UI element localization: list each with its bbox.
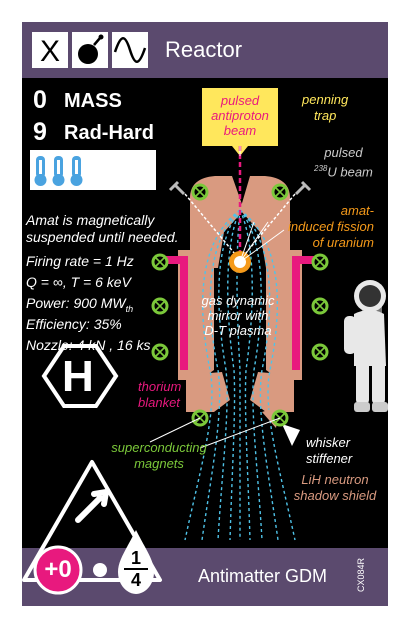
- antiproton-beam-label: pulsed antiproton beam: [211, 93, 269, 138]
- astronaut-figure: [344, 280, 388, 412]
- fraction-numerator: 1: [130, 548, 141, 568]
- spec-line-2: suspended until needed.: [26, 229, 179, 245]
- magnets-leader-1: [149, 417, 201, 443]
- bomb-spark: [98, 34, 104, 40]
- radhard-label: Rad-Hard: [64, 122, 155, 144]
- bomb-body: [78, 44, 98, 64]
- thermometer-ticks: [39, 160, 78, 174]
- support-triangle: [22, 460, 162, 582]
- u-beam-guide-left: [168, 180, 186, 196]
- u-beam-guide-right: [294, 180, 312, 196]
- penning-trap-label: penning trap: [302, 92, 349, 123]
- thorium-blanket-left: [180, 262, 188, 370]
- spec-efficiency: Efficiency: 35%: [26, 316, 122, 332]
- antiproton-beam-box: [202, 88, 278, 156]
- spec-line-1: Amat is magnetically: [26, 212, 155, 228]
- thorium-cap-left: [158, 256, 188, 264]
- thorium-label: thorium blanket: [138, 379, 182, 410]
- x-icon: [32, 32, 68, 68]
- thorium-cap-right: [292, 256, 322, 264]
- thermometer-box: [30, 150, 156, 190]
- fraction-drop: [118, 530, 154, 594]
- thorium-blanket-right: [292, 262, 300, 370]
- x-icon-letter: X: [40, 35, 60, 68]
- fission-leader: [239, 229, 285, 263]
- u-beam-left: [184, 193, 241, 261]
- spec-power: Power: 900 MWth: [26, 295, 134, 314]
- mass-value: 0: [33, 86, 47, 114]
- spec-firing-rate: Firing rate = 1 Hz: [26, 253, 134, 269]
- magnets-label: superconducting magnets: [111, 440, 207, 471]
- sine-wave: [113, 37, 147, 63]
- u-beam-label: pulsed 238U beam: [314, 145, 373, 180]
- separator-dot: [93, 563, 107, 577]
- whisker-stiffener: [282, 424, 300, 446]
- card-name: Antimatter GDM: [198, 566, 328, 586]
- footer-bar: [22, 548, 388, 606]
- card-title: Reactor: [165, 37, 243, 62]
- card-border-left: [0, 0, 22, 626]
- wrench-icon: [75, 488, 110, 523]
- card-border-top: [0, 0, 410, 22]
- bomb-fuse: [93, 37, 101, 46]
- shield-label: LiH neutron shadow shield: [293, 472, 377, 503]
- radhard-value: 9: [33, 118, 47, 146]
- spec-q-t: Q = ∞, T = 6 keV: [26, 274, 131, 290]
- penning-leader: [239, 221, 269, 263]
- bonus-circle: [33, 545, 83, 595]
- spec-nozzle: Nozzle: 4 kN , 16 ks: [26, 337, 151, 353]
- card-id: CX084R: [356, 557, 366, 592]
- h-hexagon: [41, 344, 119, 408]
- whisker-label: whisker stiffener: [306, 435, 353, 466]
- h-badge-letter: H: [62, 352, 94, 401]
- bonus-value: +0: [44, 556, 72, 583]
- fission-label: amat-induced fission of uranium: [288, 203, 374, 250]
- card-border-bottom: [0, 606, 410, 626]
- plasma-label: gas dynamic mirror with D-T plasma: [201, 293, 275, 338]
- fraction-denominator: 4: [130, 570, 141, 590]
- mass-label: MASS: [64, 90, 122, 112]
- card-border-right: [388, 0, 410, 626]
- magnets-leader-2: [199, 417, 281, 449]
